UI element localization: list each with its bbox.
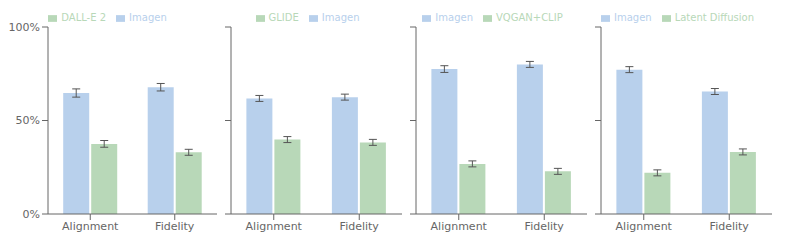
svg-text:0%: 0% [23,208,40,221]
svg-text:Fidelity: Fidelity [710,220,750,233]
svg-text:Alignment: Alignment [62,220,119,233]
svg-text:Alignment: Alignment [616,220,673,233]
svg-text:Fidelity: Fidelity [340,220,380,233]
svg-text:100%: 100% [9,21,40,34]
html-text:Imagen: Imagen [129,12,167,23]
html-text:Latent Diffusion: Latent Diffusion [674,12,754,23]
svg-text:Alignment: Alignment [246,220,303,233]
svg-text:Fidelity: Fidelity [525,220,565,233]
html-text:Imagen: Imagen [614,12,652,23]
html-text:GLIDE: GLIDE [268,12,299,23]
html-text:Imagen: Imagen [435,12,473,23]
html-text:Imagen: Imagen [321,12,360,23]
svg-text:Alignment: Alignment [431,220,488,233]
svg-text:50%: 50% [16,114,40,127]
html-text:DALL-E 2: DALL-E 2 [61,12,107,23]
html-text:VQGAN+CLIP: VQGAN+CLIP [496,12,563,23]
svg-text:Fidelity: Fidelity [155,220,195,233]
